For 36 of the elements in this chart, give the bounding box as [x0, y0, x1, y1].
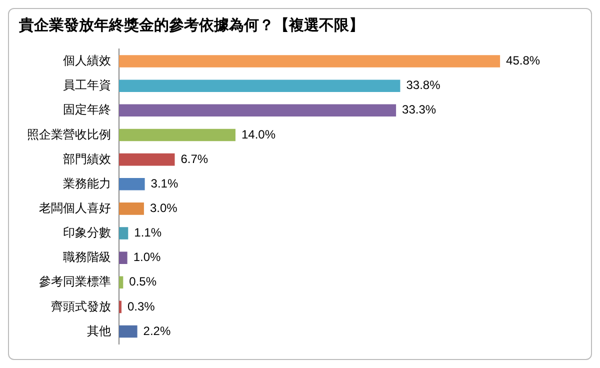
data-label: 45.8% [506, 54, 540, 68]
y-tick-label: 齊頭式發放 [51, 299, 111, 314]
data-label: 33.8% [406, 78, 441, 92]
bar [119, 178, 145, 190]
data-label: 0.5% [129, 274, 157, 289]
bar [119, 202, 144, 215]
bar [119, 252, 128, 264]
data-label: 33.3% [402, 102, 436, 117]
bar [119, 80, 400, 92]
bar [119, 55, 500, 68]
data-label: 2.2% [143, 324, 171, 338]
y-tick-label: 員工年資 [63, 78, 111, 92]
bar [119, 153, 175, 166]
y-tick-label: 照企業營收比例 [27, 127, 111, 142]
bar [119, 128, 236, 142]
y-tick-label: 部門績效 [63, 152, 111, 166]
chart-title: 貴企業發放年終獎金的參考依據為何？【複選不限】 [18, 16, 364, 34]
y-tick-label: 個人績效 [63, 54, 111, 68]
y-tick-label: 印象分數 [63, 226, 111, 240]
data-label: 6.7% [180, 152, 208, 166]
data-label: 3.0% [150, 200, 178, 215]
y-tick-label: 老闆個人喜好 [39, 200, 111, 215]
y-tick-label: 其他 [87, 324, 111, 338]
bar [119, 104, 396, 117]
y-tick-label: 參考同業標準 [39, 274, 111, 289]
bar [119, 276, 124, 289]
y-tick-label: 職務階級 [63, 250, 111, 264]
bar [119, 227, 128, 240]
data-label: 0.3% [127, 299, 156, 314]
y-tick-label: 業務能力 [63, 176, 111, 190]
data-label: 3.1% [150, 176, 178, 190]
data-label: 14.0% [241, 127, 276, 142]
bar [119, 325, 138, 338]
data-label: 1.1% [134, 226, 162, 240]
data-label: 1.0% [133, 250, 161, 264]
y-tick-label: 固定年終 [63, 102, 111, 117]
